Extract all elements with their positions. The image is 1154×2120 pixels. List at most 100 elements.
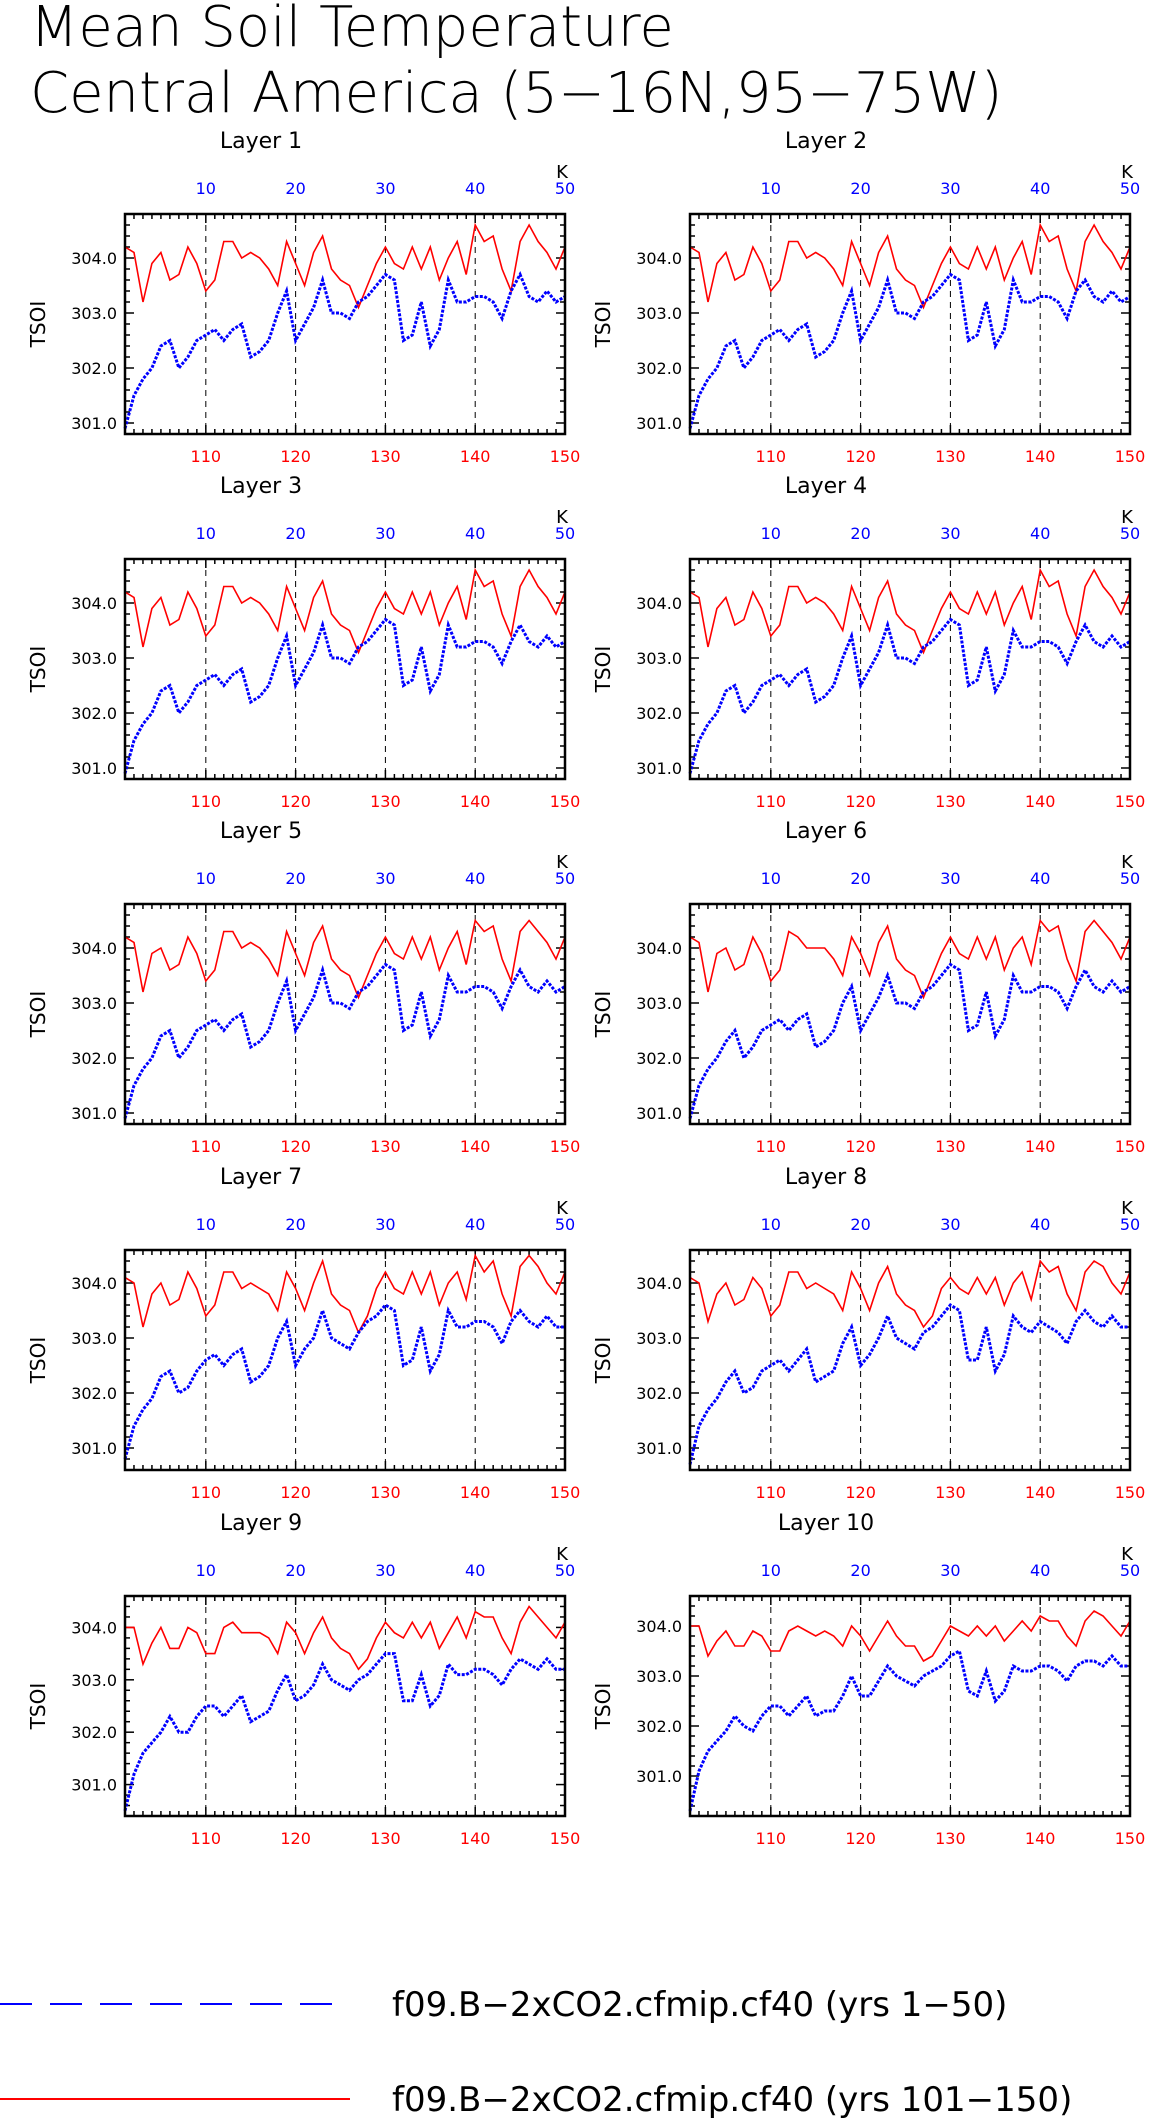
top-tick-label: 30: [375, 1215, 395, 1234]
series-line-red: [124, 1253, 566, 1335]
top-tick-label: 50: [1120, 524, 1140, 543]
top-tick-label: 50: [555, 179, 575, 198]
top-tick-label: 30: [940, 1215, 960, 1234]
bottom-tick-label: 150: [550, 447, 581, 466]
y-tick-label: 303.0: [636, 1329, 682, 1348]
series-line-blue: [688, 962, 1131, 1119]
y-tick-label: 304.0: [71, 1274, 117, 1293]
plot-frame: [123, 1248, 567, 1472]
bottom-tick-label: 130: [935, 1137, 966, 1156]
top-tick-label: 10: [196, 1215, 216, 1234]
top-tick-label: 20: [285, 179, 305, 198]
plot-frame: [123, 1594, 567, 1818]
y-tick-label: 303.0: [636, 1667, 682, 1686]
bottom-tick-label: 140: [460, 1483, 491, 1502]
y-tick-label: 301.0: [636, 1439, 682, 1458]
y-tick-label: 303.0: [636, 649, 682, 668]
y-tick-label: 303.0: [71, 994, 117, 1013]
panel-title: Layer 1: [220, 129, 302, 154]
bottom-tick-label: 140: [1025, 1483, 1056, 1502]
chart-panel: Layer 4 301.0 302.0 303.0 304.0 110 120 130 140 1…: [591, 474, 1145, 811]
top-tick-label: 40: [465, 1561, 485, 1580]
y-tick-label: 303.0: [71, 304, 117, 323]
chart-panel: Layer 5 301.0 302.0 303.0 304.0 110 120 130 140 1…: [26, 819, 580, 1156]
bottom-tick-label: 140: [1025, 447, 1056, 466]
bottom-tick-label: 130: [935, 1483, 966, 1502]
top-tick-label: 10: [196, 1561, 216, 1580]
y-tick-label: 302.0: [71, 1049, 117, 1068]
top-tick-label: 20: [850, 1215, 870, 1234]
bottom-tick-label: 110: [191, 1829, 222, 1848]
bottom-tick-label: 120: [280, 1829, 311, 1848]
series-line-red: [125, 1605, 566, 1671]
plot-frame: [688, 212, 1132, 436]
y-axis-label: TSOI: [591, 301, 615, 349]
chart-panel: Layer 1 301.0 302.0 303.0 304.0 110 120 130 140 1…: [26, 129, 580, 466]
series-line-blue: [123, 271, 566, 429]
top-tick-label: 30: [375, 869, 395, 888]
bottom-tick-label: 130: [370, 447, 401, 466]
y-tick-label: 302.0: [636, 704, 682, 723]
y-tick-label: 304.0: [71, 249, 117, 268]
top-axis-label: K: [556, 507, 569, 528]
y-axis-label: TSOI: [26, 991, 50, 1039]
plot-frame: [688, 902, 1132, 1126]
top-tick-label: 20: [285, 869, 305, 888]
series-line-red: [124, 918, 566, 1000]
bottom-tick-label: 150: [550, 1137, 581, 1156]
series-line-blue: [688, 1303, 1130, 1465]
y-tick-label: 303.0: [71, 649, 117, 668]
bottom-tick-label: 110: [756, 792, 787, 811]
top-tick-label: 10: [761, 179, 781, 198]
bottom-tick-label: 130: [935, 792, 966, 811]
panel-title: Layer 3: [220, 474, 302, 499]
bottom-tick-label: 120: [280, 447, 311, 466]
y-tick-label: 304.0: [71, 1618, 117, 1637]
top-tick-label: 40: [1030, 524, 1050, 543]
top-tick-label: 20: [285, 524, 305, 543]
y-tick-label: 301.0: [636, 1104, 682, 1123]
y-tick-label: 303.0: [636, 994, 682, 1013]
bottom-tick-label: 110: [191, 1483, 222, 1502]
panel-title: Layer 4: [785, 474, 867, 499]
top-tick-label: 10: [761, 524, 781, 543]
top-axis-label: K: [1121, 507, 1134, 528]
bottom-tick-label: 150: [550, 1829, 581, 1848]
bottom-tick-label: 110: [756, 447, 787, 466]
series-line-blue: [688, 272, 1131, 429]
top-tick-label: 40: [465, 179, 485, 198]
top-tick-label: 20: [850, 524, 870, 543]
y-tick-label: 304.0: [636, 1617, 682, 1636]
top-tick-label: 30: [940, 1561, 960, 1580]
series-line-blue: [123, 1652, 565, 1812]
top-tick-label: 50: [555, 1561, 575, 1580]
top-tick-label: 40: [1030, 179, 1050, 198]
bottom-tick-label: 120: [845, 792, 876, 811]
top-tick-label: 40: [465, 524, 485, 543]
bottom-tick-label: 150: [1115, 447, 1146, 466]
panel-title: Layer 9: [220, 1511, 302, 1536]
series-line-red: [689, 1259, 1131, 1329]
bottom-tick-label: 130: [370, 1137, 401, 1156]
y-tick-label: 304.0: [636, 1274, 682, 1293]
top-tick-label: 40: [1030, 1561, 1050, 1580]
top-tick-label: 40: [1030, 869, 1050, 888]
y-axis-label: TSOI: [26, 1337, 50, 1385]
legend-label-blue: f09.B−2xCO2.cfmip.cf40 (yrs 1−50): [392, 1985, 1007, 2025]
bottom-tick-label: 110: [756, 1137, 787, 1156]
chart-panel: Layer 6 301.0 302.0 303.0 304.0 110 120 130 140 1…: [591, 819, 1145, 1156]
bottom-tick-label: 130: [370, 1829, 401, 1848]
top-axis-label: K: [556, 852, 569, 873]
panel-title: Layer 2: [785, 129, 867, 154]
bottom-tick-label: 120: [845, 1829, 876, 1848]
y-tick-label: 301.0: [636, 759, 682, 778]
plot-frame: [688, 1248, 1132, 1472]
bottom-tick-label: 140: [460, 792, 491, 811]
bottom-tick-label: 150: [1115, 792, 1146, 811]
y-axis-label: TSOI: [26, 1683, 50, 1731]
bottom-tick-label: 120: [845, 1137, 876, 1156]
y-tick-label: 304.0: [71, 939, 117, 958]
y-tick-label: 304.0: [636, 594, 682, 613]
series-line-blue: [123, 1303, 565, 1460]
y-axis-label: TSOI: [591, 1683, 615, 1731]
